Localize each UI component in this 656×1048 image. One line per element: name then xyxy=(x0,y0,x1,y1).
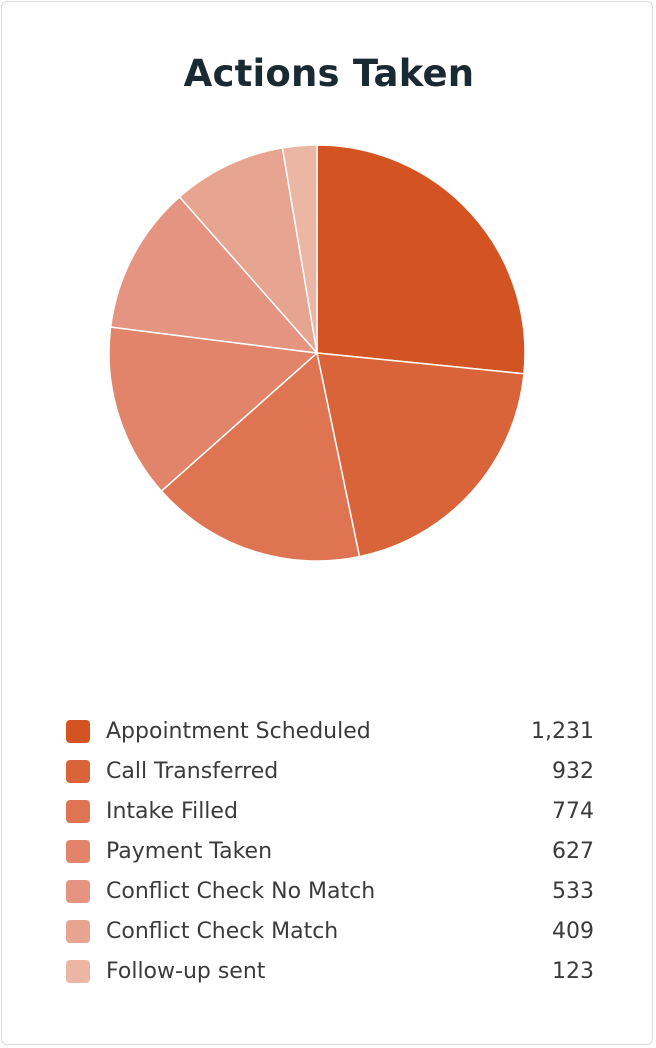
legend-label: Conflict Check No Match xyxy=(106,878,376,904)
legend-item: Payment Taken 627 xyxy=(66,831,594,871)
legend-item: Intake Filled 774 xyxy=(66,791,594,831)
legend-value: 932 xyxy=(552,758,594,784)
legend-value: 533 xyxy=(552,878,594,904)
pie-slice-payment-taken xyxy=(108,326,318,492)
legend-swatch xyxy=(66,919,90,943)
legend-label: Payment Taken xyxy=(106,838,273,864)
pie-chart xyxy=(108,144,526,562)
legend-item: Call Transferred 932 xyxy=(66,751,594,791)
legend-label: Call Transferred xyxy=(106,758,279,784)
legend-swatch xyxy=(66,799,90,823)
legend-value: 1,231 xyxy=(531,718,594,744)
pie-slice-intake-filled xyxy=(160,352,361,562)
pie-slice-call-transferred xyxy=(316,352,525,558)
pie-slice-conflict-check-match xyxy=(178,147,318,354)
legend-value: 409 xyxy=(552,918,594,944)
legend-item: Conflict Check No Match 533 xyxy=(66,871,594,911)
legend-item: Appointment Scheduled 1,231 xyxy=(66,711,594,751)
legend-value: 123 xyxy=(552,958,594,984)
legend-value: 774 xyxy=(552,798,594,824)
legend-swatch xyxy=(66,879,90,903)
legend-label: Follow-up sent xyxy=(106,958,266,984)
chart-legend: Appointment Scheduled 1,231 Call Transfe… xyxy=(66,711,594,991)
legend-swatch xyxy=(66,959,90,983)
legend-item: Conflict Check Match 409 xyxy=(66,911,594,951)
legend-label: Appointment Scheduled xyxy=(106,718,371,744)
legend-label: Conflict Check Match xyxy=(106,918,339,944)
legend-item: Follow-up sent 123 xyxy=(66,951,594,991)
legend-swatch xyxy=(66,839,90,863)
chart-title: Actions Taken xyxy=(183,52,475,95)
legend-swatch xyxy=(66,759,90,783)
pie-slice-appointment-scheduled xyxy=(316,144,526,375)
legend-swatch xyxy=(66,719,90,743)
legend-label: Intake Filled xyxy=(106,798,238,824)
legend-value: 627 xyxy=(552,838,594,864)
pie-slice-follow-up-sent xyxy=(281,144,318,354)
pie-slice-conflict-check-no-match xyxy=(109,196,318,354)
